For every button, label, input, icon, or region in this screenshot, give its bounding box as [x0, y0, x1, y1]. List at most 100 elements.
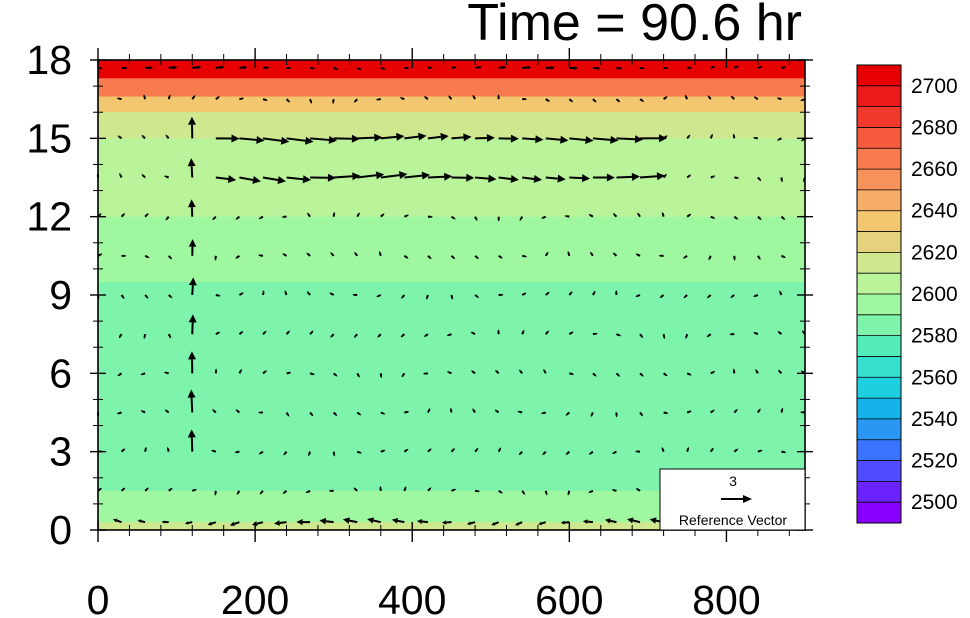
vector-arrow-349 [733, 409, 737, 414]
vector-arrow-29 [144, 213, 148, 218]
vector-head-206 [472, 408, 475, 411]
contour-band-1 [98, 78, 805, 98]
vector-head-177 [416, 519, 423, 525]
vector-head-305 [641, 99, 645, 102]
vector-arrow-153 [380, 449, 384, 453]
vector-arrow-182 [425, 333, 429, 337]
colorbar-label-7: 2640 [911, 200, 958, 223]
colorbar-label-10: 2700 [911, 75, 958, 98]
vector-arrow-140 [356, 450, 361, 454]
y-tick-label-5: 15 [26, 115, 72, 161]
vector-head-266 [570, 100, 574, 103]
vector-head-257 [565, 452, 569, 456]
vector-arrow-163 [380, 66, 384, 70]
vector-head-140 [359, 451, 362, 454]
x-tick-label-1: 200 [221, 577, 289, 618]
vector-arrow-42 [166, 216, 170, 220]
vector-arrow-205 [474, 448, 478, 453]
vector-head-200 [463, 133, 472, 142]
vector-head-59 [197, 65, 202, 70]
vector-head-84 [241, 97, 245, 100]
x-tick-label-0: 0 [87, 577, 110, 618]
vector-arrow-187 [427, 135, 441, 140]
vector-arrow-303 [639, 175, 658, 179]
vector-arrow-316 [662, 174, 667, 179]
vector-arrow-191 [451, 488, 455, 492]
vector-head-299 [640, 335, 644, 339]
vector-head-253 [547, 99, 551, 102]
vector-head-143 [353, 335, 357, 338]
vector-arrow-272 [592, 372, 596, 376]
vector-head-219 [494, 409, 498, 412]
vector-arrow-183 [426, 294, 429, 298]
vector-head-180 [428, 408, 431, 411]
vector-head-168 [401, 374, 404, 378]
vector-head-229 [514, 522, 519, 526]
vector-head-218 [498, 447, 502, 450]
vector-arrow-16 [120, 213, 125, 218]
vector-arrow-31 [142, 135, 146, 140]
vector-head-120 [307, 212, 310, 216]
vector-head-203 [466, 521, 471, 526]
vector-head-121 [327, 173, 336, 182]
vector-head-195 [446, 333, 450, 337]
vector-head-223 [500, 256, 503, 259]
vector-head-53 [188, 277, 197, 286]
vector-head-124 [312, 67, 316, 70]
vector-head-364 [753, 332, 756, 335]
vector-head-352 [730, 295, 733, 298]
vector-arrow-318 [663, 96, 667, 100]
vector-head-104 [287, 330, 290, 333]
vector-head-194 [446, 371, 450, 374]
vector-arrow-197 [450, 255, 455, 259]
vector-arrow-367 [757, 215, 761, 220]
vector-head-107 [281, 215, 284, 219]
vector-head-57 [188, 116, 197, 125]
vector-arrow-219 [495, 410, 500, 414]
vector-arrow-148 [357, 136, 375, 140]
vector-arrow-53 [191, 285, 194, 296]
vector-head-307 [649, 517, 657, 524]
vector-head-232 [517, 410, 520, 413]
vector-head-128 [334, 413, 338, 416]
vector-arrow-26 [143, 333, 147, 338]
vector-arrow-18 [118, 135, 123, 140]
reference-vector-box: 3 Reference Vector [659, 468, 806, 531]
vector-arrow-258 [566, 411, 570, 416]
vector-head-46 [173, 65, 178, 70]
vector-head-148 [374, 133, 383, 142]
vector-arrow-150 [356, 66, 361, 70]
vector-arrow-169 [401, 333, 406, 337]
vector-head-106 [282, 253, 285, 256]
vector-head-73 [229, 521, 235, 527]
colorbar-swatch-5 [857, 398, 901, 420]
vector-head-26 [143, 336, 146, 340]
vector-head-50 [187, 389, 196, 398]
colorbar-swatch-2 [857, 460, 901, 482]
vector-head-25 [140, 373, 143, 376]
vector-head-293 [619, 66, 623, 70]
vector-arrow-44 [166, 135, 170, 139]
vector-head-317 [665, 135, 668, 138]
vector-arrow-28 [144, 254, 149, 258]
vector-head-227 [497, 94, 500, 97]
vector-head-36 [166, 446, 170, 450]
vector-arrow-324 [686, 372, 691, 376]
vector-arrow-375 [780, 409, 784, 413]
vector-arrow-58 [191, 96, 195, 100]
vector-head-186 [444, 172, 453, 181]
vector-head-63 [212, 409, 215, 412]
colorbar-swatch-4 [857, 418, 901, 441]
vector-head-32 [143, 94, 146, 97]
vector-arrow-8 [116, 519, 122, 524]
vector-head-58 [193, 95, 196, 98]
vector-head-353 [733, 258, 736, 261]
vector-head-295 [635, 488, 639, 491]
vector-head-240 [524, 98, 528, 101]
vector-arrow-208 [472, 332, 476, 336]
vector-arrow-246 [543, 370, 547, 374]
vector-head-312 [663, 336, 666, 340]
vector-head-62 [211, 449, 214, 452]
vector-head-204 [477, 490, 481, 493]
vector-arrow-244 [543, 450, 547, 455]
